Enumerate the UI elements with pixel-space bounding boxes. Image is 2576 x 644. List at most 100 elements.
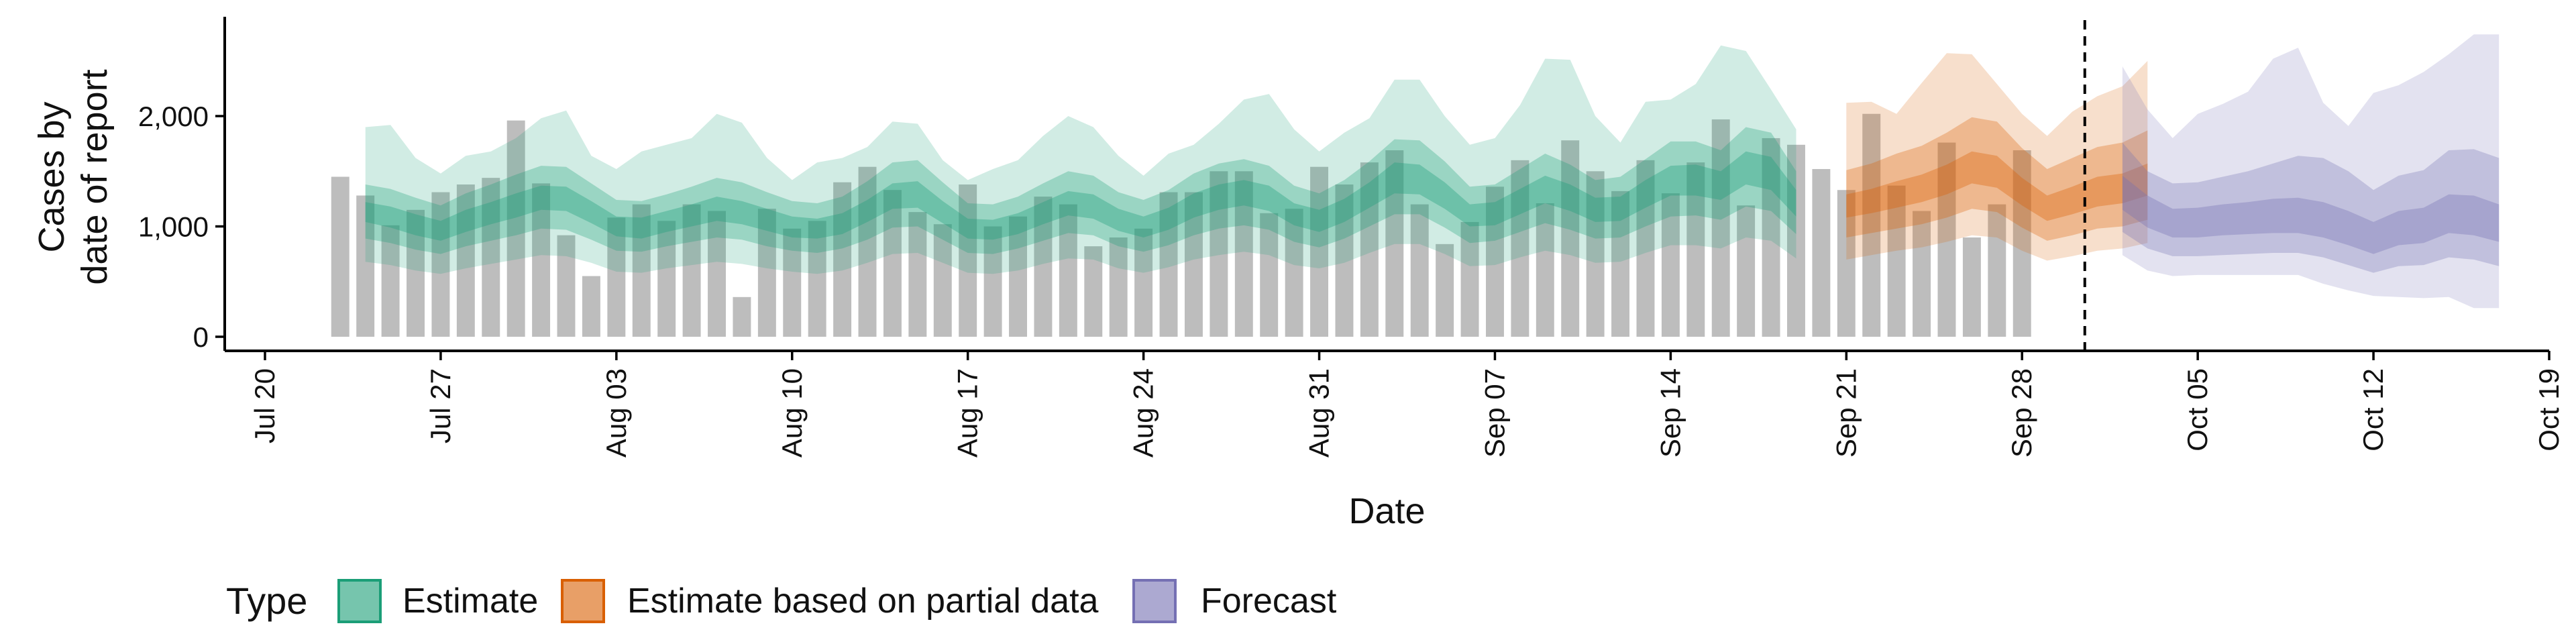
case-bar bbox=[1611, 191, 1630, 337]
x-tick-label: Sep 07 bbox=[1479, 368, 1511, 458]
x-tick-label: Aug 10 bbox=[776, 368, 808, 458]
legend-title: Type bbox=[226, 580, 307, 622]
case-bar bbox=[1159, 192, 1178, 337]
x-tick-label: Sep 21 bbox=[1830, 368, 1862, 458]
x-tick-label: Aug 03 bbox=[600, 368, 632, 458]
case-bar bbox=[1862, 113, 1881, 337]
case-bar bbox=[1762, 138, 1780, 337]
case-bar bbox=[381, 225, 400, 337]
x-tick-label: Aug 31 bbox=[1303, 368, 1335, 458]
x-axis-title: Date bbox=[1348, 491, 1425, 531]
case-bar bbox=[1234, 171, 1253, 337]
case-bar bbox=[808, 221, 826, 337]
case-bar bbox=[1711, 119, 1730, 337]
case-bar bbox=[1636, 160, 1655, 337]
case-bar bbox=[708, 211, 726, 337]
partial-inner-band bbox=[1846, 151, 2148, 221]
y-axis-title: Cases bydate of report bbox=[32, 69, 115, 284]
case-bar bbox=[783, 228, 802, 337]
forecast-inner-band bbox=[2122, 175, 2500, 254]
x-tick-label: Oct 12 bbox=[2357, 368, 2389, 451]
x-tick-label: Oct 19 bbox=[2533, 368, 2565, 451]
case-bar bbox=[1787, 144, 1805, 337]
case-bar bbox=[1260, 213, 1279, 337]
case-bar bbox=[331, 176, 350, 337]
case-bar bbox=[757, 209, 776, 337]
legend-label: Estimate based on partial data bbox=[627, 582, 1099, 621]
y-tick-label: 1,000 bbox=[138, 211, 209, 243]
case-bar bbox=[607, 217, 626, 337]
x-tick-label: Oct 05 bbox=[2182, 368, 2213, 451]
case-bar bbox=[582, 276, 600, 337]
case-bar bbox=[1360, 162, 1379, 337]
case-bar bbox=[1586, 171, 1605, 337]
legend: Type Estimate Estimate based on partial da… bbox=[226, 579, 1337, 623]
case-bar bbox=[1837, 190, 1856, 337]
case-bar bbox=[632, 204, 651, 337]
case-bar bbox=[1962, 237, 1981, 337]
case-bar bbox=[1009, 216, 1027, 337]
case-bar bbox=[1184, 192, 1203, 337]
x-tick-label: Sep 28 bbox=[2006, 368, 2037, 458]
case-bar bbox=[506, 120, 525, 337]
case-bar bbox=[431, 192, 450, 337]
y-tick-label: 2,000 bbox=[138, 101, 209, 132]
case-bar bbox=[1887, 185, 1906, 337]
case-bar bbox=[1385, 150, 1404, 337]
estimate-outer-band bbox=[365, 45, 1796, 274]
case-bar bbox=[1109, 237, 1128, 337]
y-tick-label: 0 bbox=[193, 321, 209, 353]
case-bar bbox=[532, 183, 551, 337]
axes: 0 1,000 2,000 Jul 20 Jul 27 Aug 03 Aug 10 Aug 1… bbox=[32, 17, 2565, 531]
forecast-outer-band bbox=[2122, 34, 2500, 309]
case-bar bbox=[1561, 140, 1580, 337]
y-axis-title-line: Cases by bbox=[32, 101, 72, 252]
case-bar bbox=[1084, 246, 1103, 337]
case-bar bbox=[833, 182, 852, 337]
case-bar bbox=[1335, 184, 1354, 337]
partial-mid-band bbox=[1846, 117, 2148, 241]
x-tick-label: Jul 20 bbox=[249, 368, 280, 443]
case-bar bbox=[682, 204, 701, 337]
case-bar bbox=[959, 184, 977, 337]
case-bar bbox=[1436, 244, 1454, 337]
case-bar bbox=[983, 226, 1002, 337]
x-tick-label: Aug 17 bbox=[952, 368, 983, 458]
case-bar bbox=[1210, 171, 1228, 337]
case-bar bbox=[557, 235, 576, 337]
case-bar bbox=[1460, 221, 1479, 337]
case-bar bbox=[1310, 166, 1329, 337]
case-bar bbox=[1285, 209, 1303, 337]
case-bar bbox=[1059, 204, 1077, 337]
forecast-mid-band bbox=[2122, 142, 2500, 273]
case-bar bbox=[1812, 168, 1831, 337]
x-tick-label: Aug 24 bbox=[1128, 368, 1159, 458]
x-tick-label: Jul 27 bbox=[425, 368, 456, 443]
case-bar bbox=[456, 184, 475, 337]
case-bar bbox=[1988, 204, 2006, 337]
estimate-mid-band bbox=[365, 127, 1796, 254]
case-bar bbox=[1536, 203, 1554, 337]
case-bar bbox=[1737, 205, 1756, 337]
case-bar bbox=[657, 221, 676, 337]
case-bar bbox=[1410, 204, 1429, 337]
legend-label: Forecast bbox=[1201, 582, 1337, 621]
case-bar bbox=[1134, 228, 1153, 337]
case-bar bbox=[1511, 160, 1529, 337]
legend-key bbox=[1132, 579, 1177, 623]
case-bars bbox=[331, 113, 2031, 337]
estimate-inner-band bbox=[365, 151, 1796, 241]
case-bar bbox=[407, 209, 425, 337]
case-bar bbox=[1661, 193, 1680, 337]
case-bar bbox=[2012, 150, 2031, 337]
case-bar bbox=[908, 212, 927, 337]
case-bar bbox=[858, 166, 877, 337]
case-bar bbox=[356, 195, 375, 337]
y-axis-title-line: date of report bbox=[74, 69, 115, 284]
case-bar bbox=[1913, 211, 1931, 337]
case-bar bbox=[733, 297, 751, 337]
case-bar bbox=[883, 190, 902, 337]
case-bar bbox=[1034, 197, 1053, 337]
ribbons bbox=[365, 34, 2500, 309]
